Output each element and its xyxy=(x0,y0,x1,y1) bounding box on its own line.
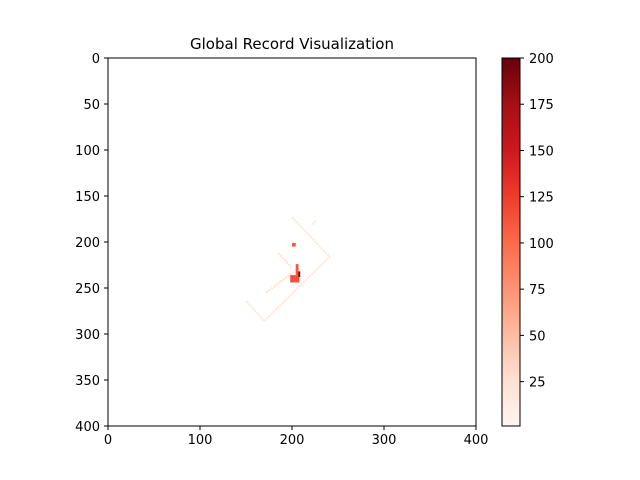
plot-area xyxy=(108,58,476,426)
x-tick-label: 300 xyxy=(372,433,397,448)
heat-trace-1 xyxy=(265,268,298,294)
colorbar-tick-label: 100 xyxy=(529,237,554,252)
x-tick-label: 400 xyxy=(464,433,489,448)
colorbar-tick-label: 175 xyxy=(529,98,554,113)
chart-title: Global Record Visualization xyxy=(190,35,394,53)
x-tick-label: 100 xyxy=(188,433,213,448)
colorbar xyxy=(502,58,520,426)
heat-cell-3 xyxy=(298,271,301,277)
heat-cell-1 xyxy=(290,275,300,283)
x-axis: 0 100 200 300 400 xyxy=(104,426,489,448)
colorbar-tick-label: 25 xyxy=(529,376,546,391)
x-tick-label: 0 xyxy=(104,433,112,448)
colorbar-tick-label: 75 xyxy=(529,283,546,298)
colorbar-tick-label: 50 xyxy=(529,329,546,344)
heat-trace-0 xyxy=(245,216,332,323)
y-tick-label: 100 xyxy=(75,144,100,159)
colorbar-frame xyxy=(501,57,521,427)
heat-trace-2 xyxy=(277,252,293,269)
heat-cell-2 xyxy=(295,264,299,276)
colorbar-tick-label: 200 xyxy=(529,52,554,67)
heatmap-layer xyxy=(245,216,332,323)
y-tick-label: 200 xyxy=(75,236,100,251)
y-tick-label: 400 xyxy=(75,420,100,435)
heat-trace-3 xyxy=(311,220,317,226)
colorbar-axis: 25 50 75 100 125 150 175 200 xyxy=(520,52,554,391)
y-tick-label: 250 xyxy=(75,282,100,297)
y-axis: 0 50 100 150 200 250 300 350 400 xyxy=(75,52,108,435)
y-tick-label: 300 xyxy=(75,328,100,343)
colorbar-tick-label: 150 xyxy=(529,144,554,159)
colorbar-tick-label: 125 xyxy=(529,191,554,206)
y-tick-label: 50 xyxy=(83,98,100,113)
y-tick-label: 350 xyxy=(75,374,100,389)
y-tick-label: 150 xyxy=(75,190,100,205)
x-tick-label: 200 xyxy=(280,433,305,448)
heat-cell-0 xyxy=(292,242,296,247)
y-tick-label: 0 xyxy=(92,52,100,67)
